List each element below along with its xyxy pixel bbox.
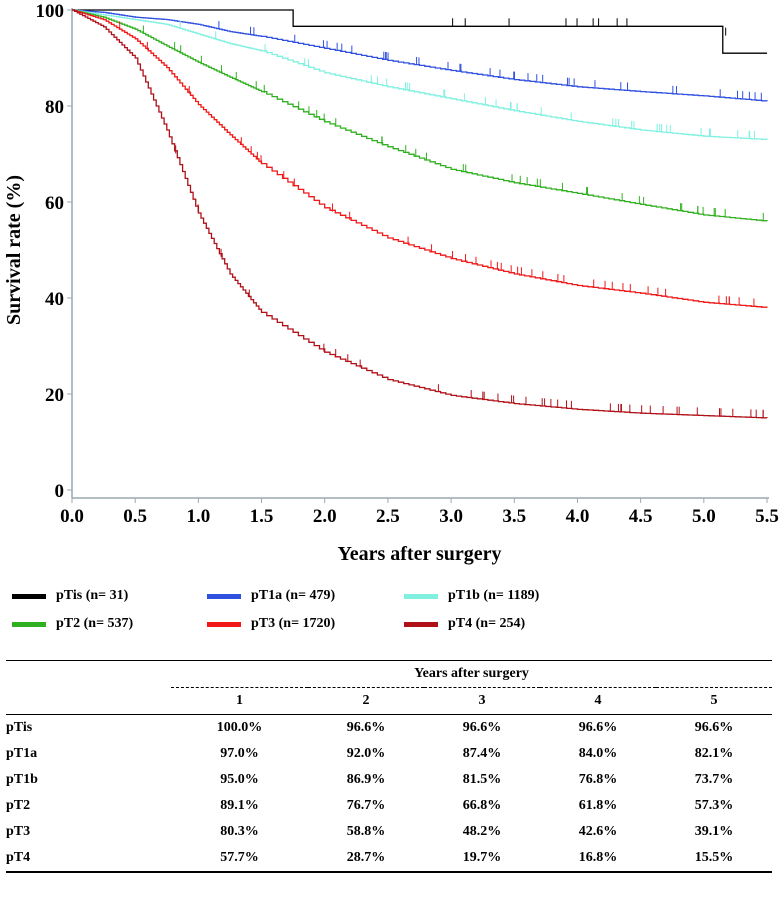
table-cell: 39.1% <box>694 824 734 839</box>
table-cell: 82.1% <box>694 746 734 761</box>
x-tick-label: 3.5 <box>502 506 526 527</box>
table-row: pT1a 97.0% 92.0% 87.4% 84.0% 82.1% <box>6 741 772 767</box>
legend-item: pT4 (n= 254) <box>404 616 525 632</box>
table-row: pTis 100.0% 96.6% 96.6% 96.6% 96.6% <box>6 715 772 742</box>
series-line-pT4 <box>72 9 768 419</box>
column-header: 5 <box>710 693 718 708</box>
x-tick-label: 0.0 <box>60 506 84 527</box>
table-cell: pTis <box>6 720 33 735</box>
series-line-pTis <box>72 9 767 54</box>
legend-swatch <box>207 621 241 627</box>
legend-item: pT1a (n= 479) <box>207 588 335 604</box>
table-row: pT4 57.7% 28.7% 19.7% 16.8% 15.5% <box>6 845 772 872</box>
series-line-pT1a <box>72 9 768 102</box>
table-cell: 87.4% <box>462 746 502 761</box>
table-cell: 84.0% <box>578 746 618 761</box>
y-tick-label: 0 <box>55 481 65 502</box>
column-header: 4 <box>594 693 602 708</box>
table-cell: 96.6% <box>462 720 502 735</box>
legend-label: pT2 (n= 537) <box>56 616 134 631</box>
series-line-pT2 <box>72 9 768 222</box>
survival-table: Years after surgery 1 2 3 4 5 pTis 100.0%… <box>6 660 772 873</box>
table-cell: 19.7% <box>462 850 502 865</box>
table-cell: 92.0% <box>346 746 386 761</box>
x-tick-label: 5.5 <box>755 506 779 527</box>
x-tick-label: 1.0 <box>186 506 210 527</box>
y-axis-label: Survival rate (%) <box>3 175 25 325</box>
legend-swatch <box>404 621 438 627</box>
table-cell: pT3 <box>6 824 31 839</box>
table-row: pT3 80.3% 58.8% 48.2% 42.6% 39.1% <box>6 819 772 845</box>
table-cell: 61.8% <box>578 798 618 813</box>
table-cell: 66.8% <box>462 798 502 813</box>
x-tick-label: 4.0 <box>566 506 590 527</box>
legend-label: pT1a (n= 479) <box>251 588 336 603</box>
table-cell: pT2 <box>6 798 31 813</box>
legend-swatch <box>404 593 438 599</box>
table-cell: 89.1% <box>220 798 259 813</box>
table-cell: 16.8% <box>578 850 618 865</box>
survival-chart: 0 20 40 60 80 100 0.0 0.5 1.0 1.5 2.0 2.5 3.0 3.5 4.0 4… <box>3 1 779 565</box>
table-cell: 95.0% <box>220 772 259 787</box>
legend-swatch <box>12 621 46 627</box>
series-line-pT3 <box>72 9 768 308</box>
column-header <box>6 688 171 715</box>
y-tick-label: 40 <box>45 289 64 310</box>
table-cell: pT4 <box>6 850 31 865</box>
legend-label: pT4 (n= 254) <box>448 616 526 631</box>
table-header-row: 1 2 3 4 5 <box>6 688 772 715</box>
legend-item: pT1b (n= 1189) <box>404 588 539 604</box>
x-tick-label: 5.0 <box>692 506 716 527</box>
table-cell: 76.8% <box>578 772 618 787</box>
table-cell: 15.5% <box>694 850 734 865</box>
column-header: 3 <box>478 693 486 708</box>
y-tick-label: 80 <box>45 97 64 118</box>
table-row: pT1b 95.0% 86.9% 81.5% 76.8% 73.7% <box>6 767 772 793</box>
table-cell: 58.8% <box>346 824 386 839</box>
table-cell: 86.9% <box>346 772 386 787</box>
table-cell: 97.0% <box>220 746 259 761</box>
table-cell: 73.7% <box>694 772 734 787</box>
column-header: 2 <box>362 693 370 708</box>
legend-label: pT3 (n= 1720) <box>251 616 336 631</box>
x-axis-label: Years after surgery <box>337 543 501 565</box>
table-cell: 57.7% <box>220 850 259 865</box>
table-row: pT2 89.1% 76.7% 66.8% 61.8% 57.3% <box>6 793 772 819</box>
table-cell: 76.7% <box>346 798 386 813</box>
y-tick-label: 60 <box>45 193 64 214</box>
table-cell: 96.6% <box>346 720 386 735</box>
legend-item: pTis (n= 31) <box>12 588 128 604</box>
table-cell: 96.6% <box>694 720 734 735</box>
y-tick-label: 20 <box>45 385 64 406</box>
legend-label: pTis (n= 31) <box>56 588 129 603</box>
y-tick-label: 100 <box>36 1 65 22</box>
table-cell: 28.7% <box>346 850 386 865</box>
column-header: 1 <box>236 693 244 708</box>
table-cell: 100.0% <box>216 720 263 735</box>
table-cell: 81.5% <box>462 772 502 787</box>
legend-item: pT3 (n= 1720) <box>207 616 335 632</box>
legend-swatch <box>12 593 46 599</box>
table-group-header: Years after surgery <box>171 660 772 688</box>
table-cell: 42.6% <box>578 824 618 839</box>
table-cell: 57.3% <box>694 798 734 813</box>
x-tick-label: 2.0 <box>313 506 337 527</box>
x-tick-label: 4.5 <box>629 506 653 527</box>
legend-label: pT1b (n= 1189) <box>448 588 540 603</box>
legend-item: pT2 (n= 537) <box>12 616 133 632</box>
x-tick-label: 2.5 <box>376 506 400 527</box>
legend-swatch <box>207 593 241 599</box>
x-tick-label: 1.5 <box>250 506 274 527</box>
table-cell: 96.6% <box>578 720 618 735</box>
table-cell: pT1b <box>6 772 38 787</box>
table-cell: pT1a <box>6 746 38 761</box>
table-cell: 48.2% <box>462 824 502 839</box>
table-cell: 80.3% <box>220 824 259 839</box>
x-tick-label: 3.0 <box>439 506 463 527</box>
x-tick-label: 0.5 <box>123 506 147 527</box>
series-line-pT1b <box>72 9 768 140</box>
